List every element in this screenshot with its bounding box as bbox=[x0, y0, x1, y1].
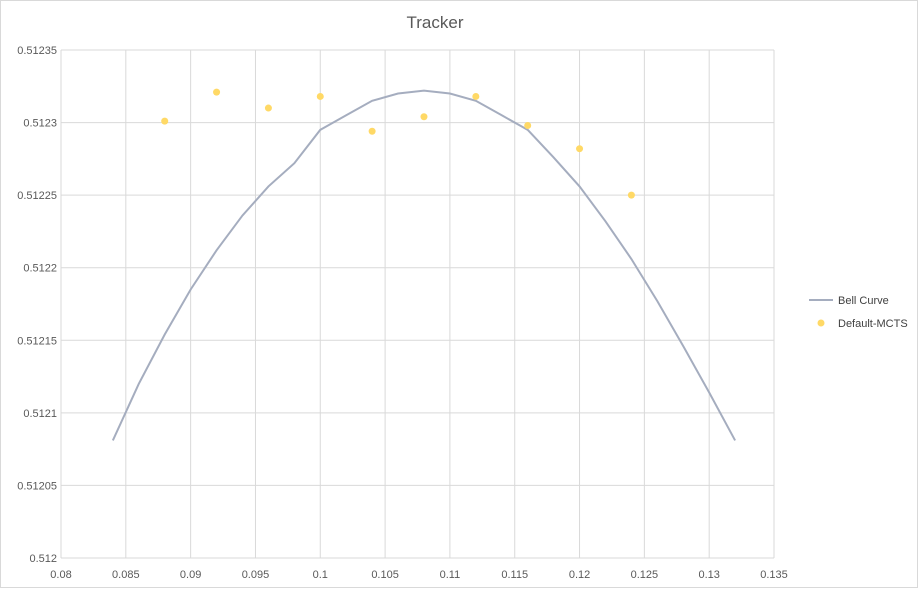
x-tick-label: 0.125 bbox=[631, 569, 659, 581]
legend-label-bell-curve: Bell Curve bbox=[838, 295, 889, 307]
y-tick-label: 0.51235 bbox=[17, 45, 57, 57]
data-point-default-mcts bbox=[368, 127, 376, 135]
y-tick-label: 0.51225 bbox=[17, 190, 57, 202]
y-tick-label: 0.5121 bbox=[23, 408, 57, 420]
series-line-bell-curve bbox=[111, 89, 736, 441]
legend-swatch-default-mcts bbox=[817, 319, 825, 327]
x-tick-label: 0.095 bbox=[242, 569, 270, 581]
x-tick-label: 0.135 bbox=[760, 569, 788, 581]
x-tick-label: 0.085 bbox=[112, 569, 140, 581]
data-point-default-mcts bbox=[524, 121, 532, 129]
data-point-default-mcts bbox=[420, 113, 428, 121]
x-tick-label: 0.105 bbox=[371, 569, 399, 581]
x-tick-label: 0.08 bbox=[50, 569, 71, 581]
x-tick-label: 0.12 bbox=[569, 569, 590, 581]
data-point-default-mcts bbox=[264, 104, 272, 112]
data-point-default-mcts bbox=[472, 92, 480, 100]
y-tick-label: 0.51205 bbox=[17, 480, 57, 492]
legend-label-default-mcts: Default-MCTS bbox=[838, 318, 908, 330]
x-tick-label: 0.09 bbox=[180, 569, 201, 581]
x-tick-label: 0.11 bbox=[440, 569, 461, 581]
x-tick-label: 0.1 bbox=[313, 569, 328, 581]
data-point-default-mcts bbox=[627, 191, 635, 199]
data-point-default-mcts bbox=[161, 117, 169, 125]
y-tick-label: 0.5123 bbox=[23, 118, 57, 130]
data-point-default-mcts bbox=[576, 145, 584, 153]
grid-layer bbox=[60, 49, 775, 559]
y-tick-label: 0.512 bbox=[29, 553, 57, 565]
series-layer bbox=[111, 88, 736, 441]
y-tick-label: 0.51215 bbox=[17, 335, 57, 347]
axis-layer: 0.08 0.085 0.09 0.095 0.1 0.105 0.11 0.115 0.12 0… bbox=[17, 45, 788, 581]
x-tick-label: 0.115 bbox=[501, 569, 528, 581]
legend: Bell Curve Default-MCTS bbox=[809, 295, 908, 330]
data-point-default-mcts bbox=[316, 92, 324, 100]
x-tick-label: 0.13 bbox=[698, 569, 719, 581]
chart-title: Tracker bbox=[407, 13, 464, 32]
y-tick-label: 0.5122 bbox=[23, 263, 57, 275]
data-point-default-mcts bbox=[213, 88, 221, 96]
